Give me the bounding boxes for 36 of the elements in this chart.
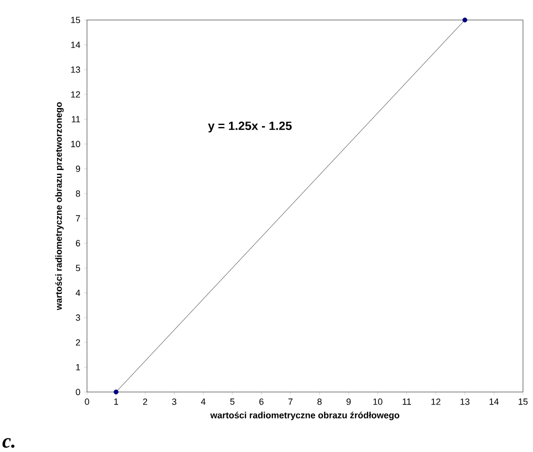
x-tick-label: 10 xyxy=(373,398,382,405)
x-tick-label: 7 xyxy=(288,398,293,405)
x-tick-label: 1 xyxy=(114,398,118,405)
x-tick-label: 8 xyxy=(317,398,322,405)
x-tick-label: 12 xyxy=(432,398,440,405)
y-tick-label: 8 xyxy=(76,190,80,197)
x-axis-title: wartości radiometryczne obrazu źródłowego xyxy=(210,412,400,420)
annotation: y = 1.25x - 1.25 xyxy=(208,122,292,132)
y-tick-label: 12 xyxy=(71,91,80,98)
y-tick-label: 11 xyxy=(72,116,80,122)
y-tick-label: 6 xyxy=(76,240,80,246)
y-axis-title: wartości radiometryczne obrazu przetworzonego xyxy=(55,102,64,310)
y-tick-label: 15 xyxy=(71,16,80,24)
y-tick-label: 7 xyxy=(76,215,80,222)
x-tick-label: 9 xyxy=(346,398,351,405)
y-tick-label: 1 xyxy=(76,364,80,370)
x-tick-label: 4 xyxy=(200,398,206,405)
y-tick-label: 13 xyxy=(71,66,80,73)
y-tick-label: 2 xyxy=(76,339,80,346)
y-tick-label: 10 xyxy=(71,140,80,148)
y-tick-label: 0 xyxy=(76,388,80,396)
y-tick-label: 14 xyxy=(71,42,80,48)
x-tick-label: 11 xyxy=(402,398,411,405)
x-tick-label: 13 xyxy=(460,398,470,405)
x-tick-label: 5 xyxy=(230,398,234,405)
y-tick-label: 4 xyxy=(76,290,80,296)
x-tick-label: 6 xyxy=(259,398,264,405)
y-tick-label: 9 xyxy=(76,166,80,172)
x-tick-label: 3 xyxy=(172,398,176,405)
x-tick-label: 14 xyxy=(490,398,499,405)
x-tick-label: 2 xyxy=(143,398,148,405)
y-tick-label: 3 xyxy=(76,314,80,321)
y-tick-label: 5 xyxy=(76,264,80,272)
text: c. xyxy=(2,438,14,448)
x-tick-label: 15 xyxy=(518,398,528,405)
x-tick-label: 0 xyxy=(84,398,90,405)
